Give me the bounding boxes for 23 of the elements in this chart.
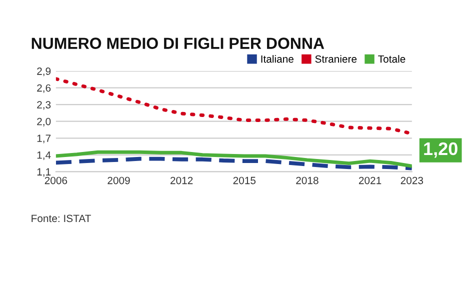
y-tick-label: 2,3	[37, 101, 51, 110]
y-tick-label: 2,0	[37, 118, 51, 126]
y-tick-label: 1,1	[37, 168, 51, 177]
x-tick-label: 2021	[358, 176, 382, 184]
y-tick-label: 1,4	[37, 152, 51, 160]
chart-title: NUMERO MEDIO DI FIGLI PER DONNA	[32, 38, 324, 49]
line-series	[56, 150, 412, 168]
x-tick-label: 2023	[400, 176, 424, 184]
annotation: 1,20	[424, 142, 458, 158]
y-tick-label: 2,9	[37, 68, 51, 76]
source-note: Fonte: ISTAT	[32, 214, 91, 222]
x-tick-label: 2009	[108, 176, 130, 184]
y-tick-label: 2,6	[37, 84, 51, 93]
line-series	[56, 156, 412, 170]
legend-label: Straniere	[315, 55, 357, 63]
x-tick-label: 2015	[233, 176, 256, 184]
x-tick-label: 2012	[170, 176, 193, 184]
legend-label: Totale	[378, 55, 406, 63]
legend-label: Italiane	[261, 55, 294, 63]
line-series	[56, 77, 412, 136]
y-tick-label: 1,7	[37, 134, 51, 144]
x-tick-label: 2006	[44, 176, 68, 184]
x-tick-label: 2018	[296, 176, 318, 184]
